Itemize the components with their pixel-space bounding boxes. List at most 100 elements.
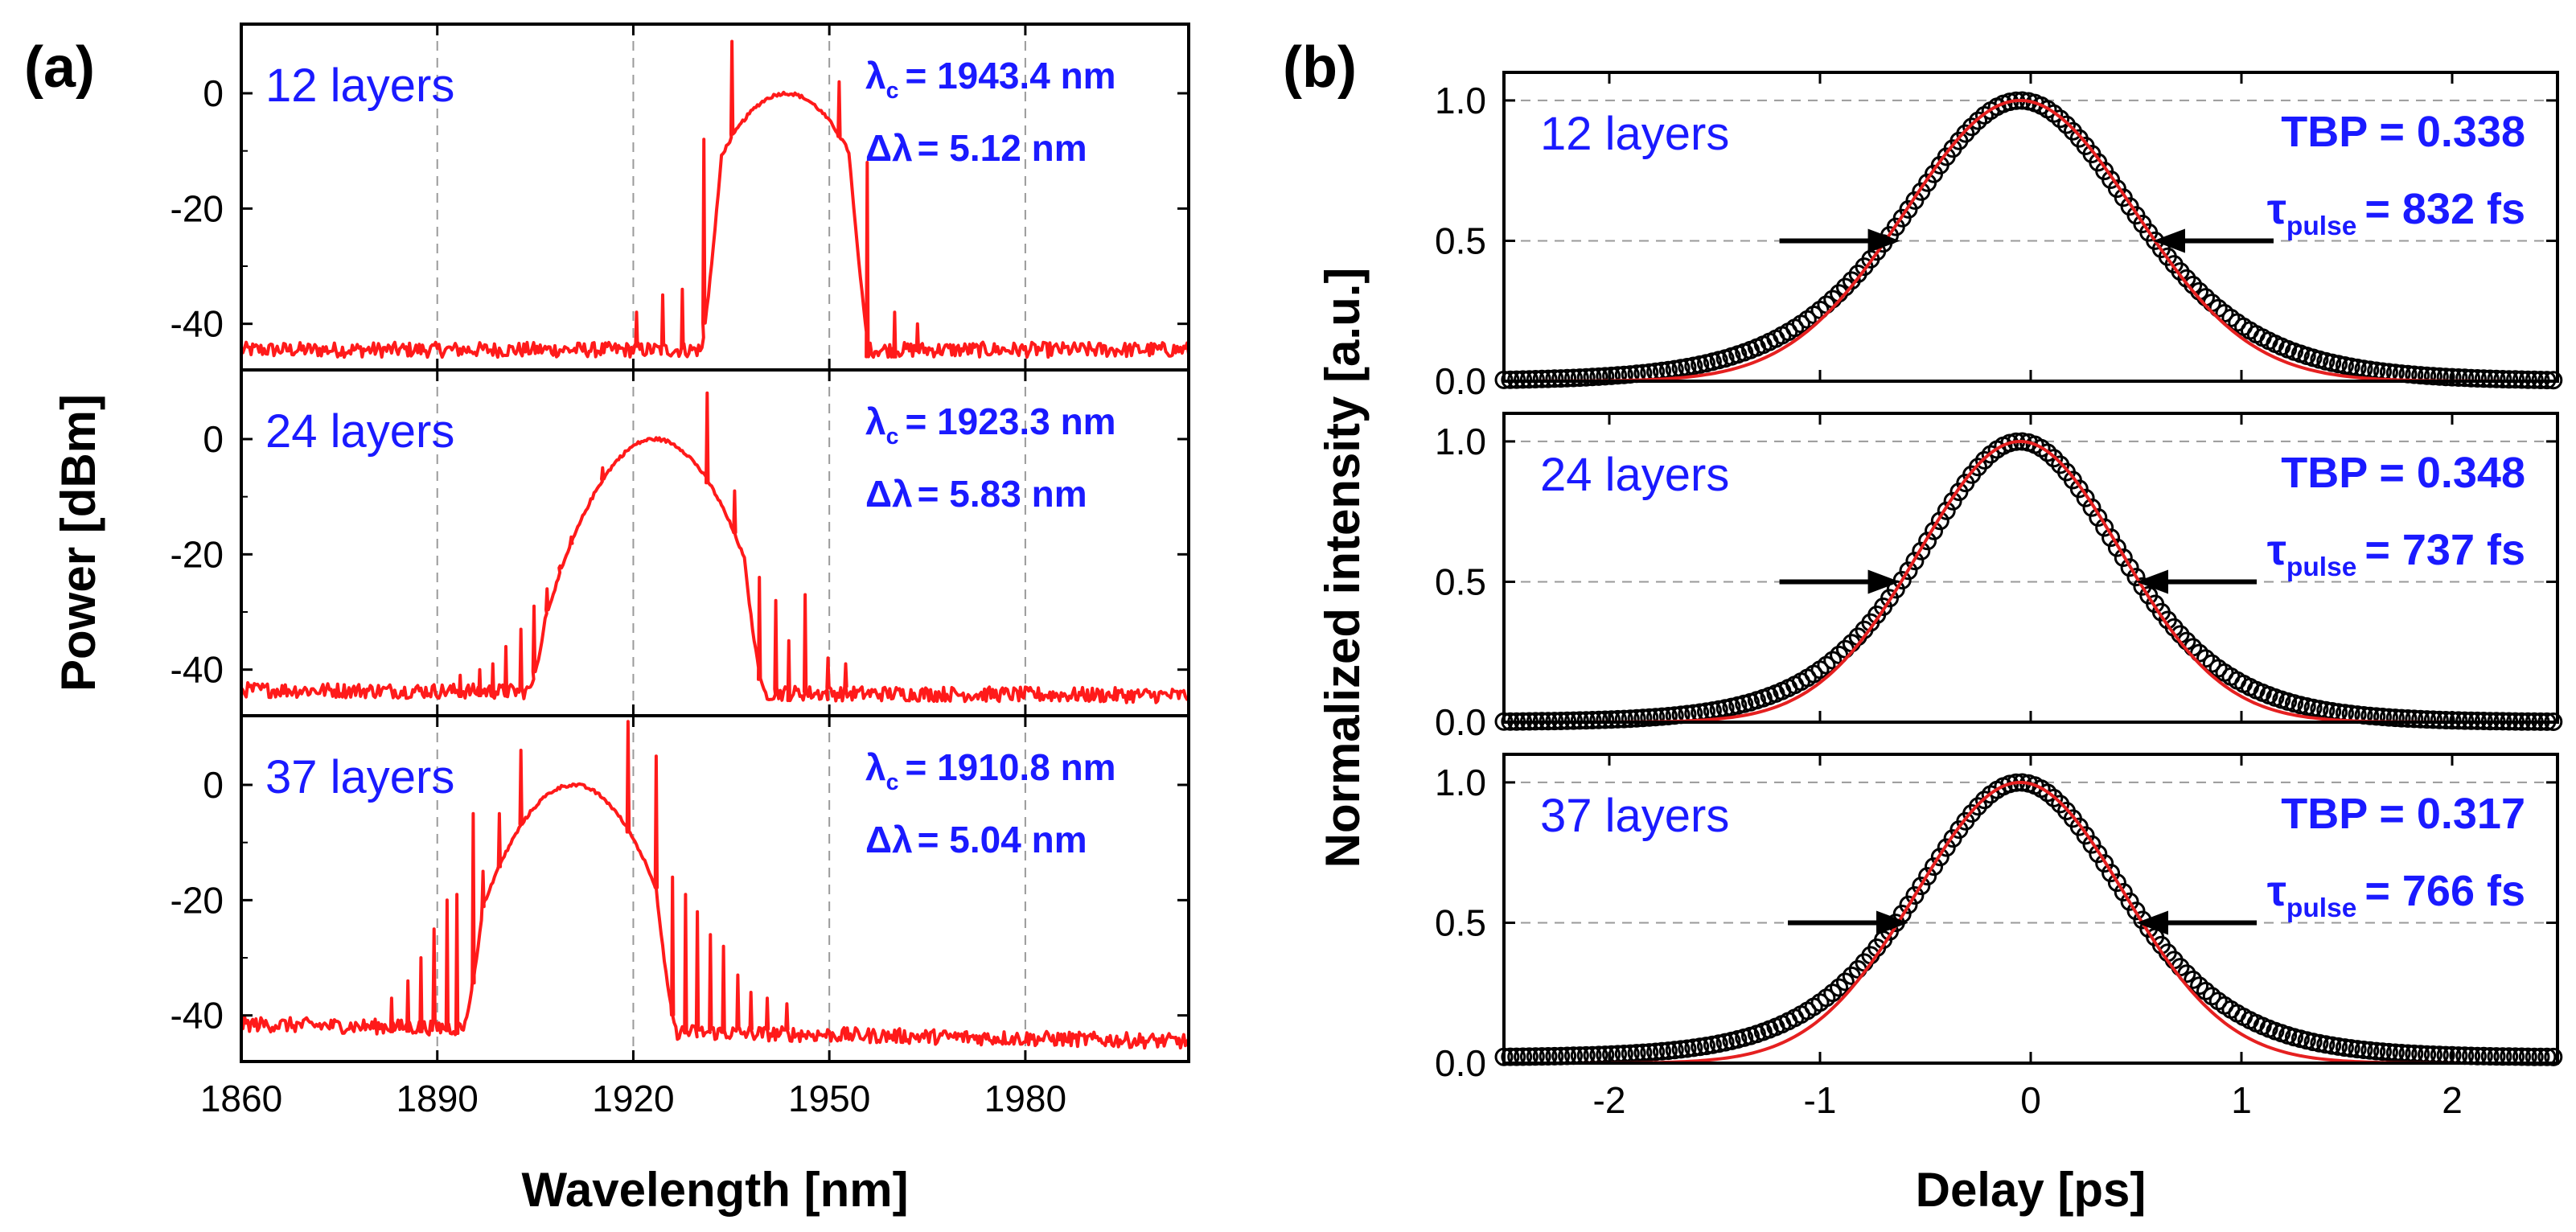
panel-b-data-point (2095, 518, 2114, 537)
panel-b-data-point (1576, 368, 1596, 387)
panel-a-x-axis-label: Wavelength [nm] (521, 1163, 908, 1217)
panel-b-fwhm-arrow-right-head (2136, 569, 2168, 594)
panel-b-x-tick-label: -1 (1804, 1079, 1837, 1121)
panel-b-data-point (2430, 367, 2449, 386)
panel-a-y-tick-label: -40 (171, 995, 224, 1037)
panel-b-data-point (1905, 552, 1925, 571)
panel-b-fwhm-arrow-right-head (2136, 910, 2168, 935)
panel-b-data-point (1671, 1040, 1691, 1059)
panel-b-data-point (2392, 1044, 2411, 1062)
tau-value: = 766 fs (2364, 867, 2525, 915)
panel-b-data-point (2329, 1037, 2348, 1056)
panel-b-data-point (1830, 978, 1849, 997)
panel-b-data-point (2089, 844, 2108, 864)
lambda-symbol: λ (865, 746, 886, 788)
panel-b-data-point (1665, 1041, 1684, 1060)
panel-b-data-point (2335, 356, 2354, 375)
panel-b-x-axis-label: Delay [ps] (1916, 1163, 2147, 1217)
panel-b-fwhm-arrow-right-head (2152, 228, 2185, 253)
panel-b-data-point (2480, 369, 2500, 388)
panel-b-data-point (1602, 710, 1621, 729)
panel-a-y-tick-label: -40 (171, 649, 224, 691)
panel-b-data-point (1899, 561, 1918, 581)
panel-b-data-point (2373, 708, 2392, 726)
panel-b-data-point (2405, 709, 2424, 729)
panel-b-data-point (2082, 498, 2101, 517)
panel-a-subplot: 0 -20 -40 24 layers λc = 1923.3 nm Δλ = 5.83 nm (171, 368, 1190, 717)
panel-b-data-point (2184, 970, 2203, 989)
panel-b-data-point (2379, 708, 2398, 727)
panel-b-y-tick-label: 1.0 (1435, 80, 1486, 121)
panel-a-bandwidth: Δλ = 5.83 nm (865, 473, 1087, 515)
panel-a-spectrum-line (240, 391, 1189, 704)
panel-b-data-point (1974, 450, 1994, 470)
panel-b-fwhm-arrow-left-head (1876, 910, 1909, 935)
panel-b-data-point (1564, 368, 1583, 388)
panel-b-data-point (2506, 370, 2525, 389)
panel-a-y-tick-label: 0 (203, 764, 224, 806)
panel-b-data-point (1925, 521, 1943, 540)
panel-a-subplot: 0 -20 -40 37 layers λc = 1910.8 nm Δλ = 5.04 nm (171, 714, 1190, 1063)
panel-b-pulse-duration: τpulse = 832 fs (2267, 185, 2525, 241)
tau-sub: pulse (2286, 893, 2356, 923)
panel-b-subplot: 0.0 0.5 1.0 12 layers TBP = 0.338 τpulse = 832… (1435, 71, 2563, 402)
panel-b-data-point (1835, 972, 1855, 992)
panel-b-data-point (2057, 115, 2076, 134)
panel-a-subplot: 0 -20 -40 12 layers λc = 1943.4 nm Δλ = 5.12 nm (171, 23, 1190, 372)
panel-a-x-tick-label: 1920 (592, 1078, 674, 1119)
bandwidth-value: = 5.04 nm (918, 819, 1087, 860)
panel-b-data-point (2392, 708, 2411, 728)
panel-b-data-point (2423, 710, 2442, 729)
panel-b-data-point (2462, 368, 2481, 388)
panel-b-data-point (2107, 873, 2126, 893)
panel-b-data-point (2335, 1038, 2354, 1057)
lambda-value: = 1910.8 nm (905, 746, 1115, 788)
panel-b-data-point (2126, 568, 2146, 587)
panel-a-x-tick-label: 1950 (788, 1078, 870, 1119)
lambda-symbol: λ (865, 55, 886, 97)
panel-b-x-tick-label: -2 (1593, 1079, 1626, 1121)
tau-symbol: τ (2267, 185, 2286, 233)
bandwidth-value: = 5.12 nm (918, 127, 1087, 169)
panel-a-center-wavelength: λc = 1943.4 nm (865, 55, 1116, 104)
panel-b-data-point (1583, 711, 1602, 729)
panel-b-data-point (1646, 1042, 1666, 1062)
panel-b-data-point (1658, 707, 1678, 725)
panel-b-data-point (2379, 1042, 2398, 1062)
panel-b-data-point (1899, 895, 1918, 914)
panel-b-data-point (2044, 449, 2064, 468)
tau-value: = 737 fs (2364, 526, 2525, 574)
panel-b-y-tick-label: 0.5 (1435, 220, 1486, 261)
panel-b-data-point (1905, 886, 1925, 905)
panel-b-data-point (2436, 711, 2455, 729)
panel-b-data-point (1507, 1047, 1526, 1066)
panel-b-data-point (2101, 864, 2121, 883)
lambda-sub: c (886, 424, 899, 450)
panel-a-frame (240, 714, 1190, 1063)
panel-b-pulse-duration: τpulse = 766 fs (2267, 867, 2525, 923)
panel-b-data-point (1962, 117, 1982, 137)
panel-b-data-point (1583, 368, 1602, 387)
panel-a-x-tick-label: 1890 (396, 1078, 479, 1119)
panel-b-data-point (1937, 501, 1956, 520)
panel-b-data-point (1969, 797, 1987, 816)
tau-sub: pulse (2286, 552, 2356, 582)
panel-b-data-point (1918, 867, 1937, 886)
panel-b-data-point (2449, 368, 2468, 387)
panel-b-data-point (1576, 711, 1596, 730)
panel-b-data-point (2442, 368, 2462, 387)
panel-b-data-point (1937, 838, 1956, 857)
panel-b-data-point (2411, 366, 2430, 385)
panel-b-data-point (2418, 710, 2437, 729)
panel-b-data-point (2089, 508, 2108, 527)
panel-b-data-point (1501, 1047, 1520, 1066)
panel-b-data-point (1678, 358, 1697, 376)
panel-b-data-point (1640, 708, 1659, 727)
panel-b-data-point (1684, 1038, 1703, 1057)
tau-symbol: τ (2267, 867, 2286, 915)
panel-b-pulse-duration: τpulse = 737 fs (2267, 526, 2525, 582)
panel-b-data-point (2095, 854, 2114, 873)
lambda-value: = 1943.4 nm (905, 55, 1115, 97)
panel-b-data-point (2082, 835, 2101, 854)
panel-b-data-point (2038, 443, 2057, 462)
